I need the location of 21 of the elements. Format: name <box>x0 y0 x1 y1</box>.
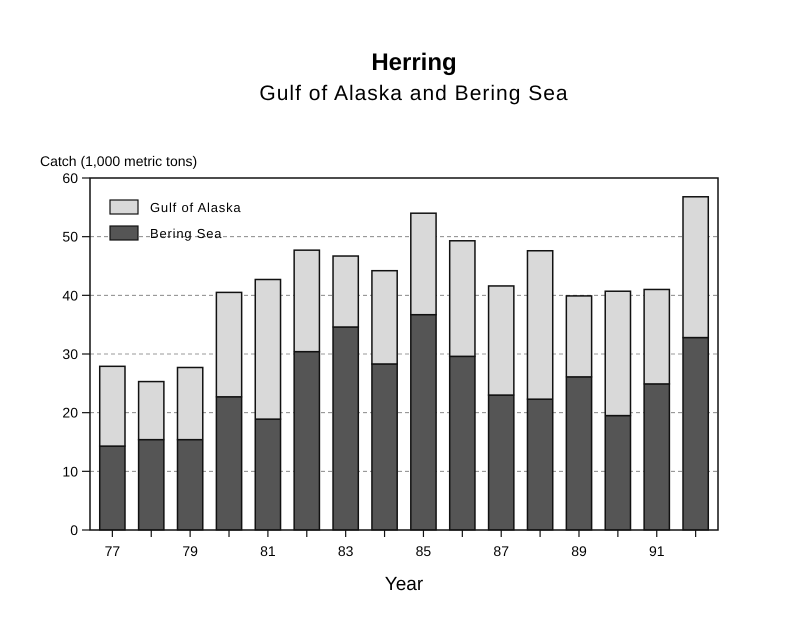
y-tick-label: 20 <box>62 404 78 421</box>
x-axis-title: Year <box>384 574 424 595</box>
legend-label: Bering Sea <box>150 226 222 241</box>
x-tick-label: 91 <box>648 543 665 559</box>
x-tick-label: 83 <box>338 543 354 559</box>
chart-title: Herring <box>371 49 457 76</box>
y-axis-title: Catch (1,000 metric tons) <box>40 153 198 169</box>
legend-label: Gulf of Alaska <box>150 200 242 215</box>
x-tick-label: 81 <box>260 543 276 559</box>
x-tick-label: 77 <box>104 543 120 559</box>
y-tick-label: 30 <box>62 346 78 362</box>
y-tick-label: 10 <box>62 463 78 480</box>
x-tick-label: 87 <box>493 543 510 559</box>
x-tick-label: 89 <box>571 543 587 559</box>
x-tick-label: 85 <box>416 543 432 559</box>
x-tick-label: 79 <box>182 543 198 559</box>
y-tick-label: 50 <box>62 228 78 245</box>
y-tick-label: 40 <box>62 287 78 304</box>
y-tick-label: 60 <box>62 170 78 186</box>
y-tick-label: 0 <box>70 522 78 538</box>
chart-subtitle: Gulf of Alaska and Bering Sea <box>259 82 569 105</box>
